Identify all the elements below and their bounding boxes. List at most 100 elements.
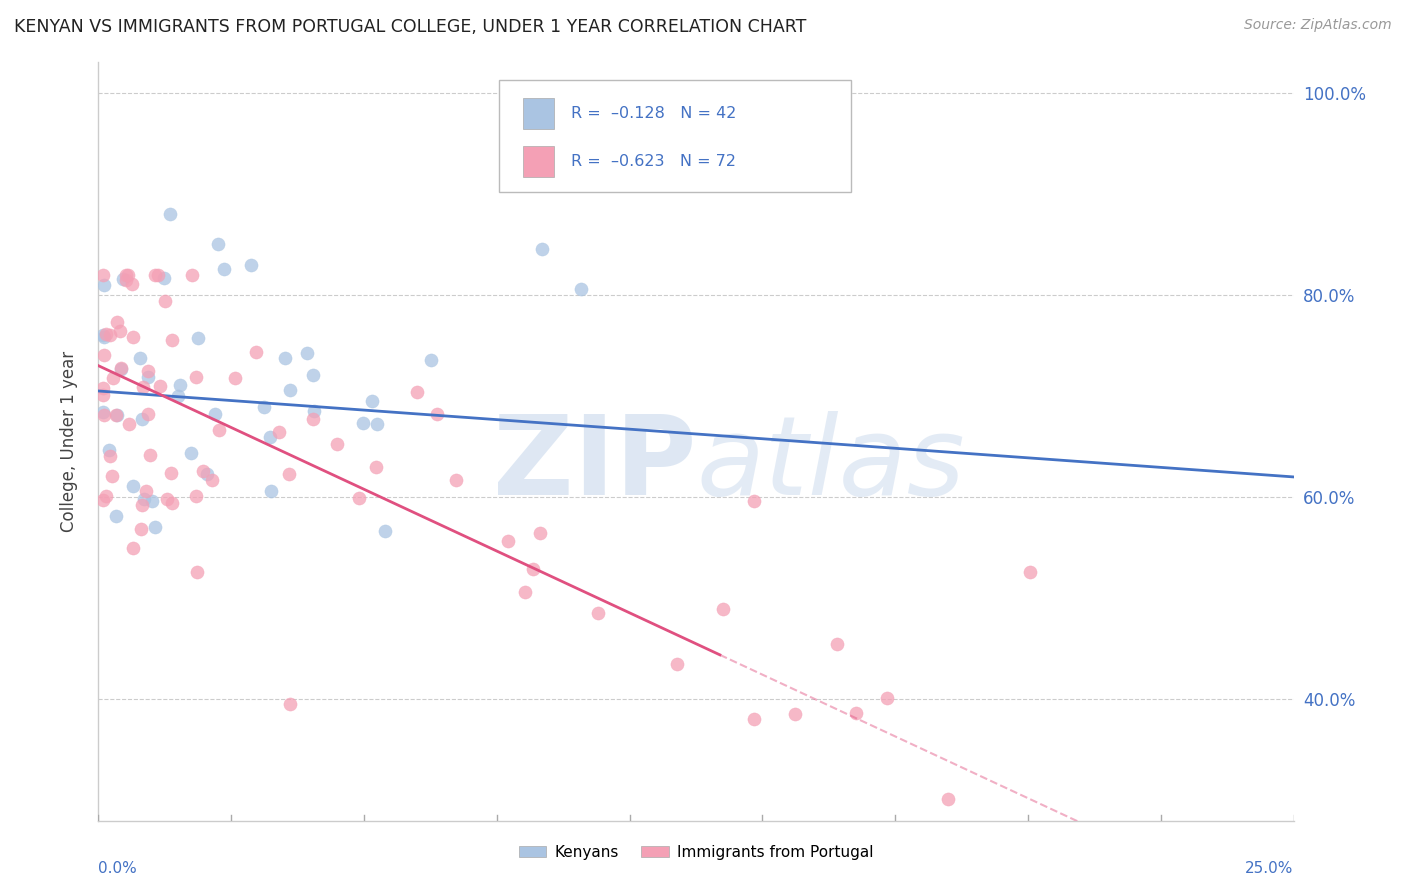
Point: [131, 411, 153, 425]
Point: [212, 262, 235, 277]
Point: [169, 378, 191, 392]
Point: [347, 491, 370, 505]
Point: [132, 491, 155, 506]
Point: [136, 407, 159, 421]
Point: [666, 657, 689, 671]
Point: [326, 437, 349, 451]
Point: [845, 706, 868, 720]
Point: [118, 417, 141, 431]
Point: [159, 466, 181, 480]
Point: [93, 278, 115, 293]
Point: [364, 460, 387, 475]
Point: [522, 562, 544, 576]
Point: [91, 328, 114, 343]
Point: [374, 524, 396, 538]
Point: [278, 467, 301, 481]
Point: [187, 331, 209, 345]
Point: [201, 473, 224, 487]
Point: [91, 405, 114, 419]
Point: [224, 371, 246, 385]
Point: [1019, 565, 1042, 579]
Point: [240, 258, 263, 272]
Point: [302, 412, 325, 426]
Point: [280, 697, 302, 711]
Point: [184, 489, 207, 503]
Text: ZIP: ZIP: [492, 411, 696, 517]
Text: 25.0%: 25.0%: [1246, 861, 1294, 876]
Point: [131, 498, 153, 512]
Point: [101, 370, 124, 384]
Point: [105, 408, 128, 422]
Text: 0.0%: 0.0%: [98, 861, 138, 876]
Point: [101, 468, 124, 483]
Point: [108, 324, 131, 338]
Point: [195, 467, 218, 481]
Point: [105, 315, 128, 329]
Point: [136, 370, 159, 384]
Point: [274, 351, 297, 365]
Point: [180, 445, 202, 459]
Point: [148, 268, 170, 282]
Point: [186, 565, 208, 579]
Point: [180, 268, 202, 282]
Text: R =  –0.128   N = 42: R = –0.128 N = 42: [571, 106, 737, 121]
Point: [420, 353, 443, 368]
Point: [155, 492, 177, 507]
Text: KENYAN VS IMMIGRANTS FROM PORTUGAL COLLEGE, UNDER 1 YEAR CORRELATION CHART: KENYAN VS IMMIGRANTS FROM PORTUGAL COLLE…: [14, 18, 807, 36]
Point: [153, 293, 176, 308]
Point: [145, 520, 167, 534]
Point: [304, 403, 326, 417]
Point: [260, 483, 283, 498]
Point: [115, 268, 138, 282]
Point: [162, 496, 184, 510]
Point: [91, 381, 114, 395]
Point: [121, 277, 143, 291]
Point: [406, 385, 429, 400]
Point: [98, 449, 121, 463]
Point: [93, 408, 115, 422]
Point: [111, 272, 134, 286]
Text: atlas: atlas: [696, 411, 965, 517]
Point: [160, 333, 183, 347]
Point: [569, 282, 592, 296]
Point: [121, 478, 143, 492]
Point: [91, 268, 114, 282]
Point: [245, 345, 267, 359]
Point: [295, 346, 318, 360]
Point: [280, 383, 302, 397]
Point: [93, 330, 115, 344]
Point: [93, 348, 115, 362]
Point: [825, 637, 848, 651]
Text: Source: ZipAtlas.com: Source: ZipAtlas.com: [1244, 18, 1392, 32]
Point: [143, 268, 166, 282]
Point: [361, 394, 384, 409]
Point: [110, 362, 132, 376]
Point: [742, 494, 765, 508]
Point: [208, 423, 231, 437]
Point: [122, 330, 145, 344]
Point: [132, 380, 155, 394]
Legend: Kenyans, Immigrants from Portugal: Kenyans, Immigrants from Portugal: [513, 838, 879, 866]
Point: [207, 237, 229, 252]
Point: [785, 706, 807, 721]
Point: [153, 270, 176, 285]
Point: [529, 525, 551, 540]
Point: [141, 493, 163, 508]
Point: [135, 484, 157, 499]
Y-axis label: College, Under 1 year: College, Under 1 year: [59, 351, 77, 533]
Point: [104, 509, 127, 524]
Point: [426, 407, 449, 421]
Text: R =  –0.623   N = 72: R = –0.623 N = 72: [571, 154, 735, 169]
Point: [131, 522, 153, 536]
Point: [366, 417, 388, 431]
Point: [352, 417, 374, 431]
Point: [302, 368, 325, 382]
Point: [744, 712, 766, 726]
Point: [711, 602, 734, 616]
Point: [149, 379, 172, 393]
Point: [139, 448, 162, 462]
Point: [191, 464, 214, 478]
Point: [117, 268, 139, 282]
Point: [446, 473, 468, 487]
Point: [110, 360, 132, 375]
